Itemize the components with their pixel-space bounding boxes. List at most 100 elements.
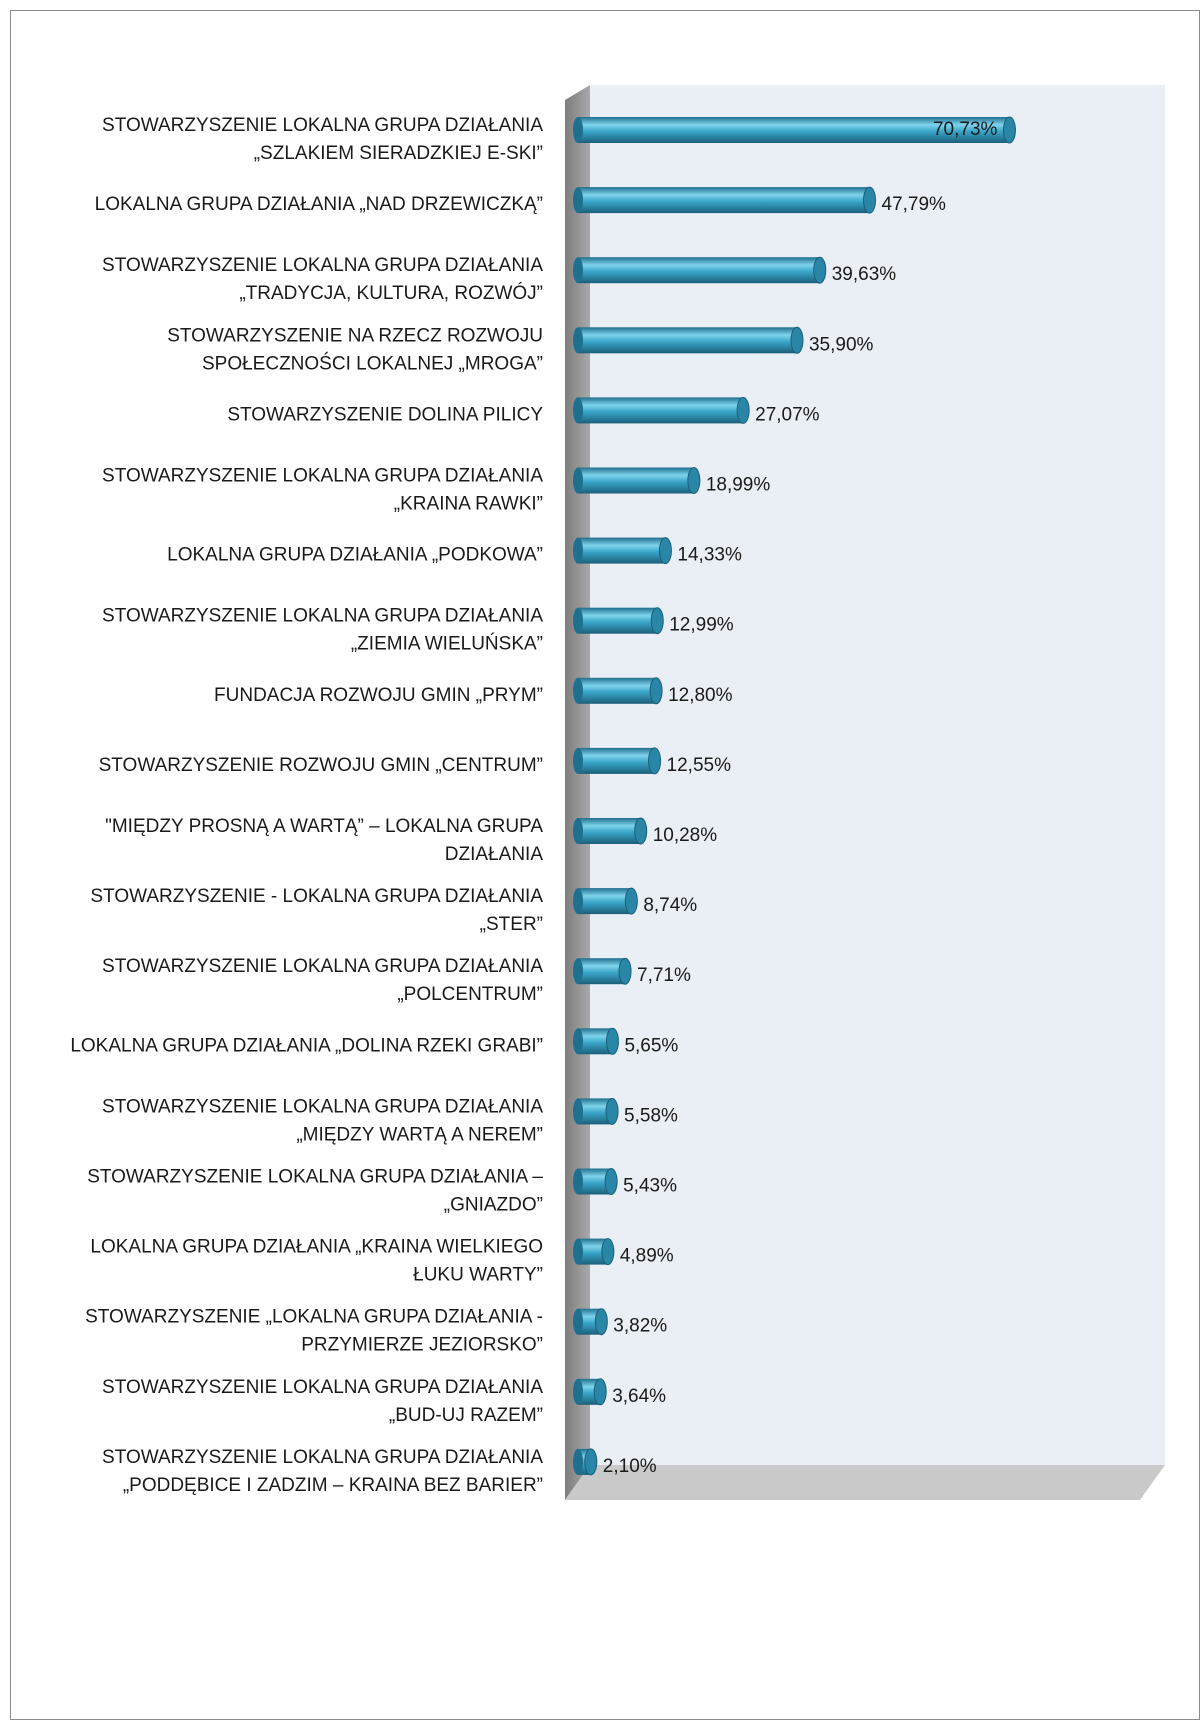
category-label: STOWARZYSZENIE LOKALNA GRUPA DZIAŁANIA <box>102 1377 543 1398</box>
bar-base <box>573 327 583 354</box>
category-label: „BUD-UJ RAZEM” <box>389 1405 543 1426</box>
bar-cap <box>813 256 827 284</box>
category-label: STOWARZYSZENIE LOKALNA GRUPA DZIAŁANIA <box>102 1447 543 1468</box>
bar <box>573 1097 619 1125</box>
value-label: 70,73% <box>933 119 998 140</box>
bar-cap <box>649 677 663 705</box>
category-label: „KRAINA RAWKI” <box>394 494 543 515</box>
category-label: STOWARZYSZENIE LOKALNA GRUPA DZIAŁANIA <box>102 606 543 627</box>
bar-base <box>573 257 583 284</box>
category-label: "MIĘDZY PROSNĄ A WARTĄ” – LOKALNA GRUPA <box>105 816 543 837</box>
bar-body <box>578 958 626 985</box>
bar-cap <box>593 1378 607 1406</box>
value-label: 3,82% <box>613 1316 667 1337</box>
bar-cap <box>605 1097 619 1125</box>
bar-base <box>573 537 583 564</box>
value-label: 5,65% <box>624 1035 678 1056</box>
category-label: ŁUKU WARTY” <box>413 1265 543 1286</box>
category-label: „MIĘDZY WARTĄ A NEREM” <box>296 1124 543 1145</box>
bar <box>573 1308 608 1336</box>
value-label: 12,99% <box>669 615 734 636</box>
category-label: „TRADYCJA, KULTURA, ROZWÓJ” <box>239 282 543 304</box>
bar-body <box>578 1308 602 1335</box>
value-label: 3,64% <box>612 1386 666 1407</box>
bar <box>573 887 638 915</box>
bar-cap <box>687 467 701 494</box>
value-label: 8,74% <box>643 895 697 916</box>
bar <box>573 467 701 494</box>
category-label: „PODDĘBICE I ZADZIM – KRAINA BEZ BARIER” <box>123 1475 543 1496</box>
bar-base <box>573 818 583 844</box>
category-label: STOWARZYSZENIE DOLINA PILICY <box>227 404 543 425</box>
bar-cap <box>624 887 638 915</box>
bar-cap <box>736 396 750 424</box>
bar <box>573 116 1016 144</box>
bar-cap <box>605 1027 619 1055</box>
value-label: 7,71% <box>637 965 691 986</box>
bar <box>573 1027 619 1055</box>
floor <box>565 1465 1165 1500</box>
bar-base <box>573 747 583 774</box>
bar-body <box>578 467 694 494</box>
bar <box>573 1378 607 1406</box>
value-label: 27,07% <box>755 404 820 425</box>
bar-base <box>573 888 583 915</box>
category-label: STOWARZYSZENIE ROZWOJU GMIN „CENTRUM” <box>99 755 543 776</box>
value-label: 4,89% <box>620 1246 674 1267</box>
value-label: 14,33% <box>677 545 742 566</box>
bar <box>573 747 662 775</box>
category-label: STOWARZYSZENIE „LOKALNA GRUPA DZIAŁANIA … <box>85 1307 543 1328</box>
bar-body <box>578 818 641 844</box>
bar <box>573 957 632 985</box>
bar-body <box>578 117 1010 143</box>
bar-base <box>573 1028 583 1055</box>
bar-base <box>573 1308 583 1335</box>
bar-cap <box>1002 116 1016 144</box>
bar-cap <box>634 817 648 845</box>
category-label: LOKALNA GRUPA DZIAŁANIA „NAD DRZEWICZKĄ” <box>95 194 543 215</box>
category-label: DZIAŁANIA <box>445 844 544 865</box>
bar-base <box>573 1378 583 1405</box>
category-label: „POLCENTRUM” <box>397 984 543 1005</box>
bar-base <box>573 677 583 704</box>
value-label: 10,28% <box>653 825 718 846</box>
bar-body <box>578 607 658 634</box>
bar-body <box>578 888 632 915</box>
bar-cap <box>648 747 662 775</box>
bar-base <box>573 467 583 494</box>
bar-body <box>578 327 797 354</box>
category-label: STOWARZYSZENIE LOKALNA GRUPA DZIAŁANIA <box>102 255 543 276</box>
category-label: LOKALNA GRUPA DZIAŁANIA „DOLINA RZEKI GR… <box>70 1035 543 1056</box>
category-label: STOWARZYSZENIE LOKALNA GRUPA DZIAŁANIA – <box>87 1167 543 1188</box>
category-label: STOWARZYSZENIE NA RZECZ ROZWOJU <box>167 325 543 346</box>
bar-cap <box>604 1168 618 1195</box>
bar <box>573 1448 598 1476</box>
bar-cap <box>601 1238 615 1266</box>
bar-cap <box>618 957 632 985</box>
bar-body <box>578 397 744 424</box>
value-label: 47,79% <box>882 194 947 215</box>
bar-body <box>578 537 666 564</box>
category-label: STOWARZYSZENIE LOKALNA GRUPA DZIAŁANIA <box>102 466 543 487</box>
bar-base <box>573 187 583 214</box>
category-label: „STER” <box>480 914 543 935</box>
bar-base <box>573 958 583 985</box>
bar <box>573 1238 615 1266</box>
category-label: STOWARZYSZENIE LOKALNA GRUPA DZIAŁANIA <box>102 956 543 977</box>
value-label: 12,55% <box>667 755 732 776</box>
value-label: 2,10% <box>603 1456 657 1477</box>
category-label: „ZIEMIA WIELUŃSKA” <box>351 634 543 655</box>
category-label: „GNIAZDO” <box>444 1195 543 1216</box>
bar-cap <box>584 1448 598 1476</box>
bar-cap <box>863 186 877 214</box>
bar-body <box>578 187 870 214</box>
bar-cap <box>650 607 664 635</box>
bar <box>573 186 877 214</box>
bar-body <box>578 257 820 284</box>
category-label: STOWARZYSZENIE - LOKALNA GRUPA DZIAŁANIA <box>90 886 543 907</box>
bar-cap <box>658 537 672 565</box>
category-label: SPOŁECZNOŚCI LOKALNEJ „MROGA” <box>202 352 543 374</box>
category-label: FUNDACJA ROZWOJU GMIN „PRYM” <box>214 685 543 706</box>
bar <box>573 256 827 284</box>
